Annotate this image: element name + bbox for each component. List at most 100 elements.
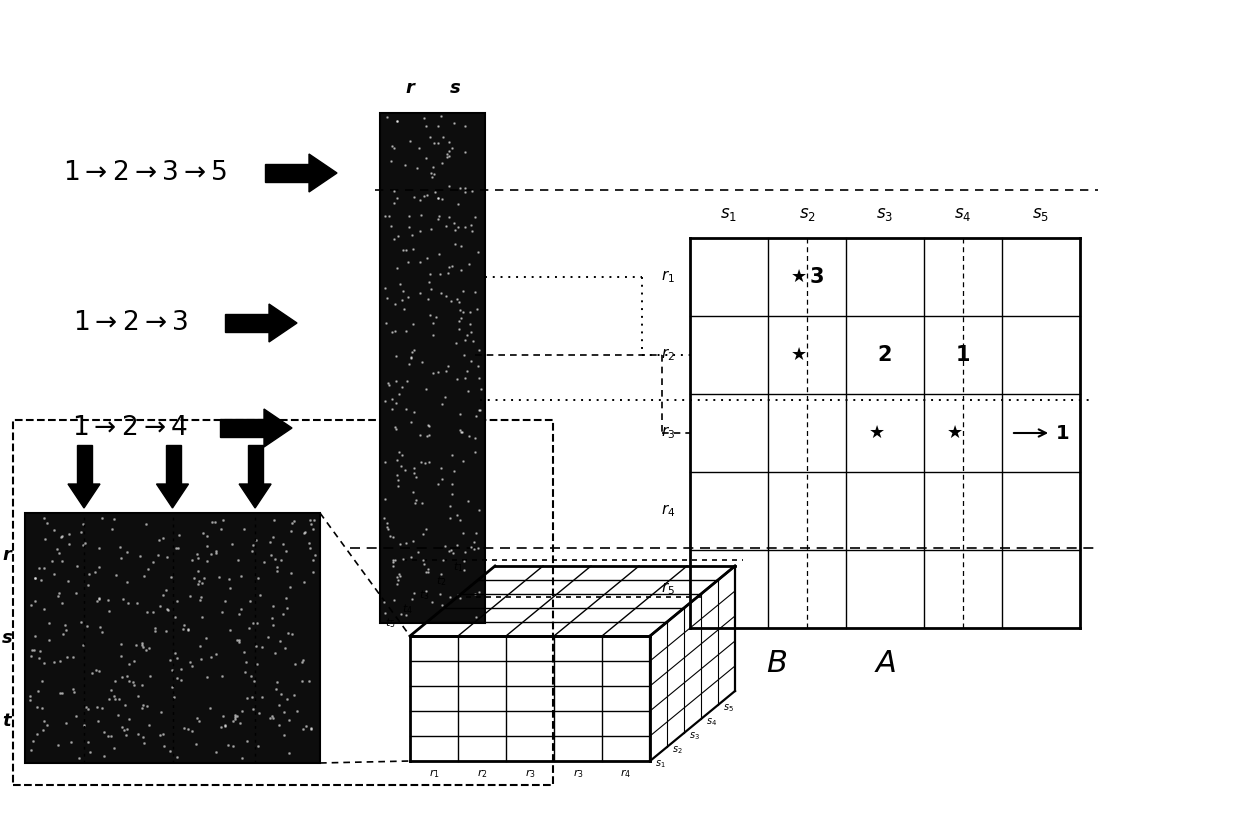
Point [33,723,53,737]
Point [232,704,252,717]
Point [56,716,76,729]
Point [391,537,410,551]
Point [192,577,212,590]
Point [409,142,429,155]
Point [376,281,396,295]
Point [280,581,300,594]
Point [263,530,283,543]
Text: $s_3$: $s_3$ [689,730,699,742]
Point [436,147,456,160]
Point [136,518,156,531]
Point [133,702,153,715]
Point [182,659,202,672]
Point [428,192,448,205]
Point [157,603,177,616]
Point [228,553,248,566]
Point [110,551,130,565]
Point [393,294,413,307]
Point [252,690,272,704]
Point [440,591,460,604]
Point [417,584,436,597]
Point [133,699,153,712]
Point [405,493,425,506]
Point [267,676,286,689]
Point [57,650,77,663]
Point [73,538,93,551]
Point [52,627,72,640]
Point [192,611,212,624]
Point [102,523,122,536]
Point [458,365,477,378]
Point [119,674,139,687]
Point [56,618,76,631]
Point [393,552,413,565]
Point [458,328,477,342]
Point [248,616,268,630]
Point [469,245,489,258]
Point [213,513,233,526]
Point [25,630,45,643]
Point [263,600,283,613]
Point [450,322,470,335]
Point [455,333,475,346]
Point [402,345,422,358]
Point [464,542,484,556]
Point [436,219,456,232]
Point [469,403,489,416]
Point [409,256,429,269]
Text: $s_1$: $s_1$ [655,758,666,770]
Point [460,305,480,319]
Point [384,233,404,246]
Point [227,709,247,723]
Point [441,259,461,272]
Point [296,720,316,733]
Point [63,650,83,663]
Point [197,670,217,683]
Point [123,675,143,688]
Point [110,649,130,663]
Point [237,656,257,669]
Point [438,151,458,164]
Point [213,709,233,723]
Polygon shape [309,154,337,192]
Point [190,593,210,607]
Point [379,209,399,222]
Point [382,220,402,233]
Point [465,588,485,601]
Point [445,223,465,236]
Point [35,657,55,670]
Point [133,641,153,654]
Point [180,589,200,602]
Point [466,611,486,624]
Point [60,537,79,551]
Point [22,644,42,657]
Point [420,267,440,281]
Point [410,225,430,238]
Text: $t_5$: $t_5$ [384,616,396,630]
Point [50,546,69,560]
Point [409,193,429,207]
Point [403,317,423,330]
Point [415,383,435,396]
Point [281,627,301,640]
Point [263,619,283,632]
Point [186,737,206,751]
Point [73,517,93,530]
Point [126,639,146,652]
Point [195,571,215,584]
Point [467,542,487,555]
Text: $t_4$: $t_4$ [402,602,413,616]
Point [37,718,57,732]
Point [242,690,262,704]
Text: $s_3$: $s_3$ [877,205,894,223]
Point [76,700,95,714]
Point [61,735,81,748]
Point [144,605,164,618]
Point [432,109,451,123]
Point [50,686,69,700]
Point [440,500,460,513]
Point [414,112,434,125]
Point [413,553,433,566]
Point [128,728,148,741]
Point [399,357,419,370]
